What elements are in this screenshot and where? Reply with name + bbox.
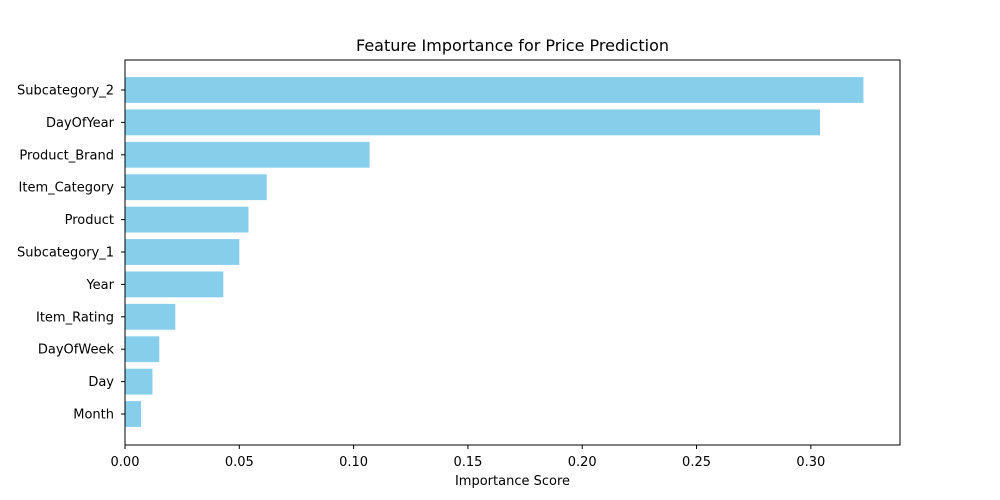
y-tick-label: Day	[88, 375, 114, 390]
bar-day	[125, 368, 153, 395]
x-axis-label: Importance Score	[455, 474, 570, 489]
x-tick-label: 0.05	[225, 455, 254, 470]
y-tick-label: Item_Rating	[36, 310, 114, 325]
bar-subcategory-1	[125, 239, 240, 265]
bar-product	[125, 206, 249, 233]
y-tick-label: DayOfYear	[46, 116, 115, 131]
bar-item-rating	[125, 303, 176, 330]
x-tick-label: 0.25	[682, 455, 711, 470]
x-tick-label: 0.30	[796, 455, 825, 470]
y-tick-label: Product_Brand	[19, 148, 114, 163]
y-tick-label: Subcategory_2	[17, 84, 114, 99]
plot-frame	[124, 59, 901, 446]
bar-month	[125, 401, 142, 427]
x-tick-label: 0.20	[568, 455, 597, 470]
chart-title: Feature Importance for Price Prediction	[356, 36, 669, 55]
y-tick-label: Subcategory_1	[17, 246, 114, 261]
bar-dayofyear	[125, 109, 820, 136]
y-tick-label: Product	[65, 213, 114, 228]
y-tick-label: Month	[73, 408, 114, 423]
y-tick-label: Item_Category	[19, 181, 115, 196]
bar-product-brand	[125, 141, 370, 168]
y-axis-ticks: Subcategory_2 DayOfYear Product_Brand Item_…	[17, 84, 125, 423]
x-tick-label: 0.00	[111, 455, 140, 470]
x-tick-label: 0.15	[453, 455, 482, 470]
bar-dayofweek	[125, 336, 160, 363]
y-tick-label: DayOfWeek	[38, 343, 115, 358]
x-tick-label: 0.10	[339, 455, 368, 470]
bar-item-category	[125, 174, 267, 201]
y-tick-label: Year	[85, 278, 114, 293]
bars-layer	[125, 77, 864, 427]
bar-year	[125, 271, 224, 298]
x-axis-ticks: 0.00 0.05 0.10 0.15 0.20 0.25 0.30	[111, 445, 825, 470]
bar-subcategory-2	[125, 77, 864, 103]
